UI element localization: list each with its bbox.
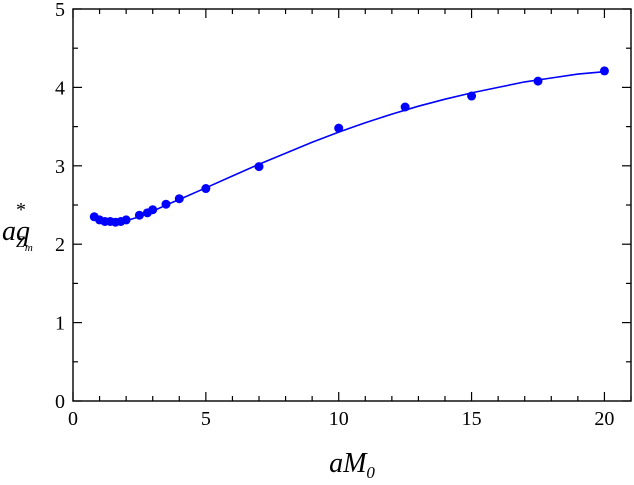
data-point [148,205,158,215]
data-point [161,199,171,209]
data-point [121,215,131,225]
data-point [599,66,609,76]
plot-frame [72,8,632,402]
fit-curve-layer [93,70,605,223]
x-tick-label: 5 [201,408,211,430]
data-point [400,102,410,112]
data-point [467,91,477,101]
y-tick-label: 4 [55,77,65,99]
x-tick-label: 10 [329,408,349,430]
fit-curve [93,70,605,223]
data-point [334,123,344,133]
data-point [533,76,543,86]
x-tick-label: 20 [594,408,614,430]
data-point [201,184,211,194]
y-tick-label: 0 [55,391,65,413]
axis-ticks-layer: 0 5 10 15 20 0 1 2 3 4 5 [55,0,632,430]
data-point [174,194,184,204]
x-tick-label: 0 [68,408,78,430]
y-tick-label: 1 [55,313,65,335]
x-tick-label: 15 [462,408,482,430]
x-axis-title: aM0 [329,448,375,482]
plot-area [72,8,632,402]
y-tick-label: 5 [55,0,65,21]
data-points-layer [89,66,609,227]
y-tick-label: 2 [55,234,65,256]
data-point [254,162,264,172]
y-axis-title: aq* Zm [2,199,33,254]
y-tick-label: 3 [55,156,65,178]
data-point [134,210,144,220]
